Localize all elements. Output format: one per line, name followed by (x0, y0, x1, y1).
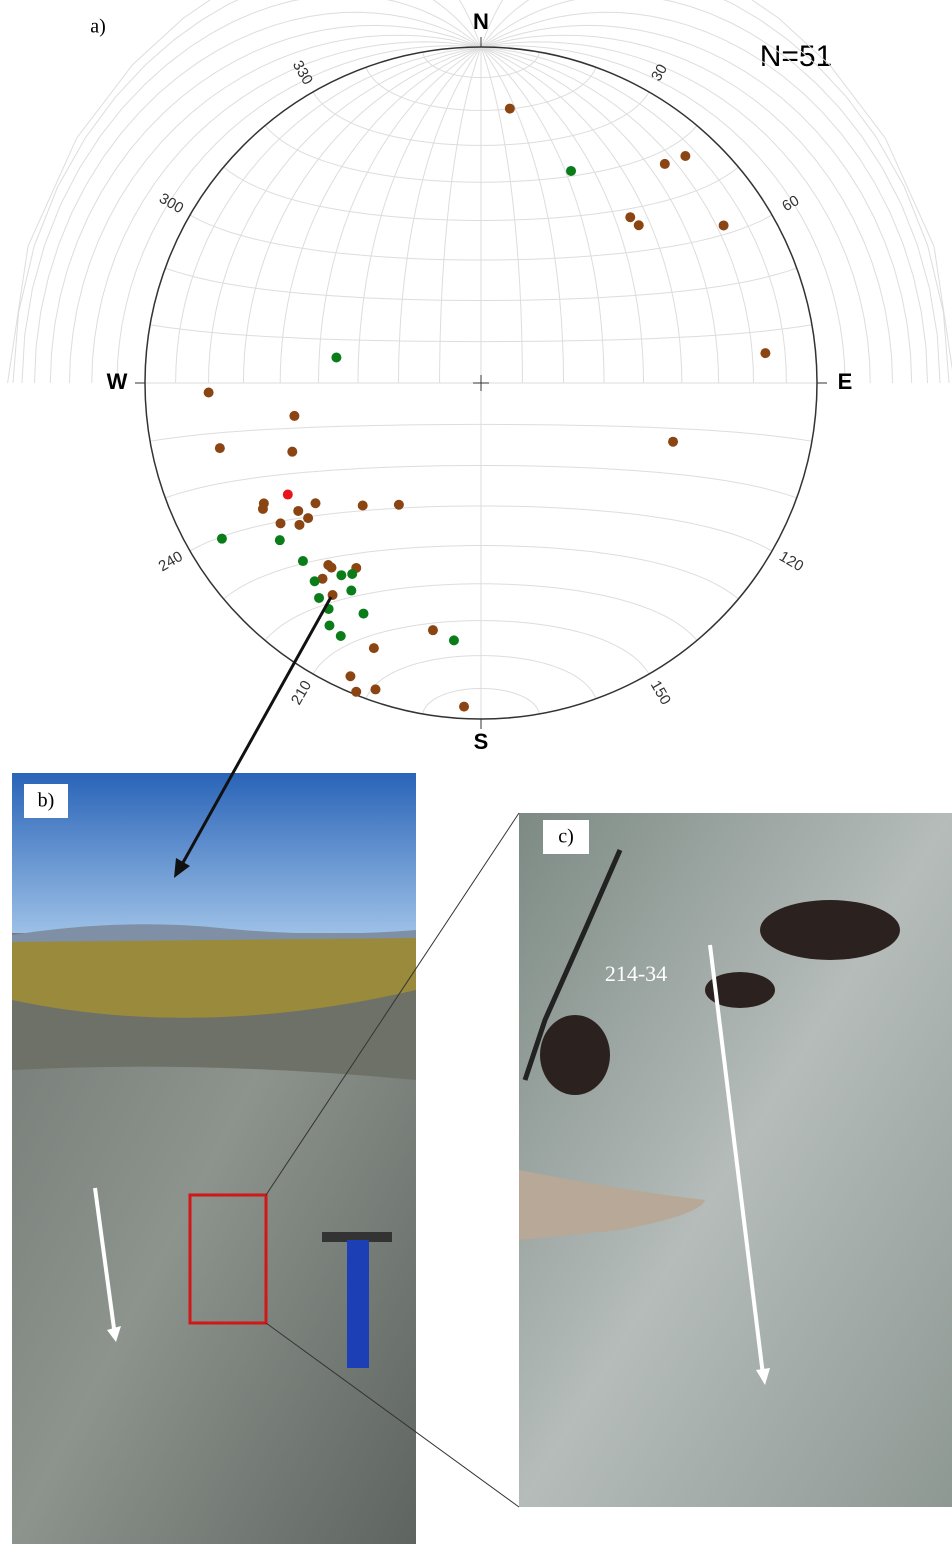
data-point (275, 535, 285, 545)
data-point (449, 635, 459, 645)
data-point (625, 212, 635, 222)
data-point (505, 104, 515, 114)
azimuth-label: 30 (648, 61, 671, 84)
data-point (634, 220, 644, 230)
data-point (204, 388, 214, 398)
sample-count: N=51 (760, 40, 833, 73)
data-point (314, 593, 324, 603)
data-point (259, 498, 269, 508)
data-point (326, 563, 336, 573)
data-point (303, 513, 313, 523)
data-point (336, 631, 346, 641)
data-point (293, 506, 303, 516)
data-point (358, 500, 368, 510)
direction-label: S (474, 729, 489, 754)
data-point (680, 151, 690, 161)
direction-label: E (838, 369, 853, 394)
data-point (760, 348, 770, 358)
photo-b (12, 773, 416, 1544)
azimuth-label: 210 (288, 678, 315, 708)
panel-label-c: c) (558, 826, 574, 848)
data-point (359, 609, 369, 619)
data-point (459, 702, 469, 712)
data-point (217, 534, 227, 544)
azimuth-label: 150 (647, 678, 674, 708)
data-point (298, 556, 308, 566)
direction-label: W (107, 369, 128, 394)
azimuth-label: 300 (156, 190, 186, 217)
direction-label: N (473, 9, 489, 34)
measurement-label: 214-34 (605, 961, 667, 986)
data-point (324, 621, 334, 631)
data-point (287, 447, 297, 457)
data-point (294, 520, 304, 530)
data-point (283, 490, 293, 500)
data-point (369, 643, 379, 653)
data-point (336, 570, 346, 580)
photo-c (519, 813, 952, 1507)
data-point (370, 684, 380, 694)
data-point (394, 500, 404, 510)
panel-label-b: b) (38, 790, 55, 812)
data-point (351, 687, 361, 697)
data-point (668, 437, 678, 447)
data-point (347, 569, 357, 579)
azimuth-label: 120 (776, 548, 806, 575)
data-point (311, 498, 321, 508)
data-point (428, 625, 438, 635)
data-point (276, 518, 286, 528)
data-point (310, 576, 320, 586)
data-point (660, 159, 670, 169)
data-point (331, 353, 341, 363)
data-point (345, 671, 355, 681)
azimuth-label: 240 (156, 548, 186, 575)
panel-label-a: a) (90, 16, 106, 38)
data-point (566, 166, 576, 176)
data-point (719, 220, 729, 230)
figure: b) c) 214-34 a) N=51 NESW306012015021024… (0, 0, 952, 1544)
data-point (346, 586, 356, 596)
data-point (215, 443, 225, 453)
data-point (289, 411, 299, 421)
